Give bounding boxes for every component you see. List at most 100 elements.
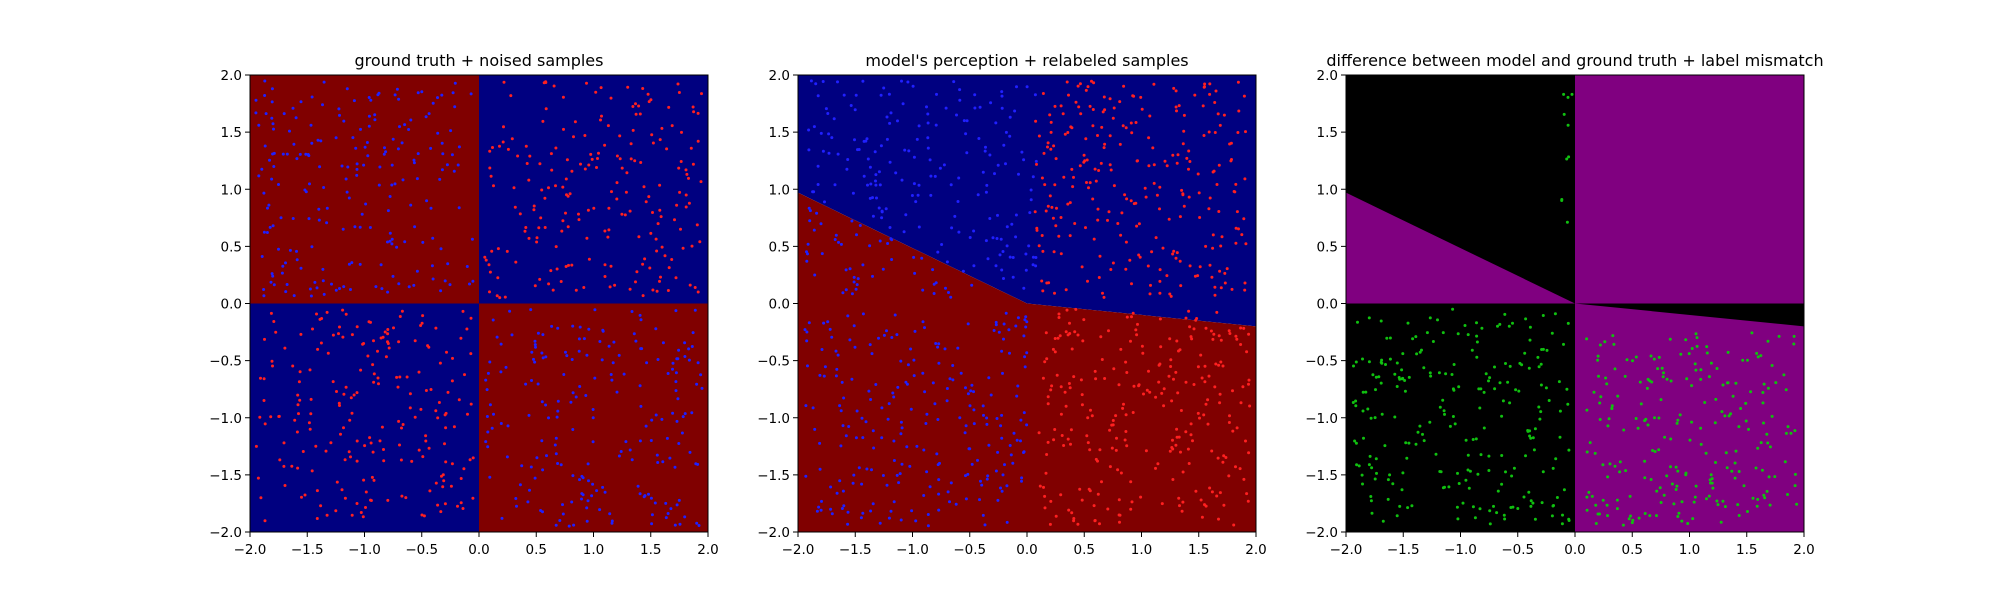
sample-point — [607, 344, 611, 348]
sample-point — [1156, 462, 1160, 466]
sample-point — [1245, 350, 1249, 354]
sample-point — [921, 371, 925, 375]
sample-point — [641, 262, 645, 266]
sample-point — [443, 502, 447, 506]
sample-point — [1428, 371, 1432, 375]
sample-point — [1760, 468, 1764, 472]
sample-point — [841, 291, 845, 295]
sample-point — [1139, 495, 1143, 499]
sample-point — [1067, 382, 1071, 385]
sample-point — [1175, 161, 1179, 165]
sample-point — [263, 519, 267, 523]
sample-point — [412, 283, 416, 287]
sample-point — [1484, 372, 1488, 376]
sample-point — [581, 476, 585, 480]
sample-point — [994, 323, 998, 327]
sample-point — [471, 496, 475, 500]
y-tick-label: 2.0 — [221, 68, 242, 84]
sample-point — [935, 92, 938, 96]
sample-point — [1527, 490, 1531, 494]
sample-point — [1148, 292, 1152, 296]
sample-point — [1678, 413, 1682, 417]
sample-point — [561, 95, 565, 99]
sample-point — [587, 257, 591, 261]
sample-point — [597, 151, 600, 155]
sample-point — [586, 499, 590, 503]
sample-point — [400, 309, 404, 313]
sample-point — [857, 466, 861, 470]
y-tick-label: −1.5 — [209, 468, 242, 484]
sample-point — [307, 421, 311, 425]
sample-point — [926, 112, 930, 116]
sample-point — [1395, 514, 1399, 518]
sample-point — [298, 152, 302, 156]
x-tick-label: 1.5 — [1188, 542, 1209, 558]
sample-point — [1158, 279, 1162, 283]
sample-point — [1646, 423, 1650, 427]
sample-point — [1209, 329, 1213, 333]
sample-point — [1046, 204, 1050, 208]
sample-point — [429, 146, 433, 150]
sample-point — [934, 281, 938, 285]
sample-point — [1038, 484, 1042, 488]
sample-point — [1746, 358, 1749, 362]
sample-point — [884, 207, 888, 211]
sample-point — [1237, 227, 1240, 231]
x-tick-label: 0.0 — [1016, 542, 1037, 558]
sample-point — [1676, 469, 1680, 473]
sample-point — [514, 497, 518, 500]
sample-point — [585, 519, 589, 523]
sample-point — [609, 373, 613, 376]
sample-point — [695, 223, 699, 227]
sample-point — [958, 416, 962, 420]
sample-point — [998, 253, 1002, 257]
sample-point — [1532, 448, 1536, 452]
sample-point — [277, 183, 280, 186]
sample-point — [319, 504, 323, 508]
sample-point — [1235, 337, 1239, 341]
sample-point — [395, 245, 399, 249]
sample-point — [607, 228, 611, 232]
sample-point — [1605, 503, 1609, 507]
sample-point — [1727, 414, 1731, 418]
sample-point — [532, 208, 536, 212]
sample-point — [271, 274, 275, 278]
sample-point — [1594, 503, 1598, 507]
sample-point — [1000, 106, 1004, 110]
sample-point — [951, 364, 955, 367]
sample-point — [1111, 419, 1115, 422]
sample-point — [813, 273, 817, 277]
sample-point — [1786, 493, 1789, 496]
sample-point — [1094, 179, 1098, 183]
sample-point — [1037, 134, 1041, 138]
sample-point — [926, 524, 930, 528]
sample-point — [1136, 159, 1139, 163]
sample-point — [338, 404, 341, 407]
sample-point — [1085, 434, 1089, 438]
sample-point — [510, 333, 514, 337]
sample-point — [321, 267, 325, 271]
sample-point — [397, 419, 401, 423]
sample-point — [1139, 95, 1143, 99]
sample-point — [1023, 365, 1027, 369]
sample-point — [468, 458, 472, 462]
sample-point — [1034, 119, 1038, 123]
sample-point — [488, 166, 492, 170]
sample-point — [630, 458, 634, 462]
sample-point — [658, 208, 662, 212]
sample-point — [1410, 504, 1414, 508]
sample-point — [1232, 190, 1236, 193]
sample-point — [1522, 495, 1526, 499]
sample-point — [1506, 380, 1510, 384]
sample-point — [1541, 314, 1545, 317]
sample-point — [669, 507, 673, 511]
sample-point — [1178, 504, 1181, 508]
sample-point — [1045, 453, 1049, 456]
sample-point — [632, 332, 636, 336]
sample-point — [397, 97, 401, 101]
sample-point — [1585, 450, 1589, 454]
sample-point — [807, 321, 811, 325]
sample-point — [431, 236, 435, 240]
sample-point — [369, 320, 372, 324]
sample-point — [420, 90, 424, 94]
